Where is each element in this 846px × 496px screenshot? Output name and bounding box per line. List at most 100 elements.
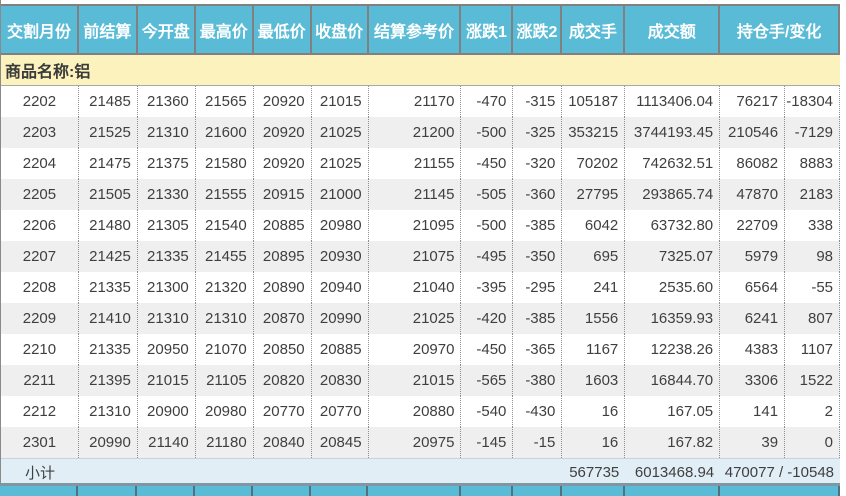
subtotal-spacer (79, 459, 562, 485)
next-header-cell-stub (137, 486, 195, 496)
value-cell: -380 (513, 365, 563, 396)
next-header-cell-stub (625, 486, 720, 496)
product-name-row: 商品名称:铝 (1, 55, 840, 86)
value-cell: 1107 (785, 334, 841, 365)
value-cell: -295 (513, 272, 563, 303)
next-header-cell-stub (195, 486, 253, 496)
value-cell: 21300 (138, 272, 196, 303)
value-cell: 0 (785, 427, 841, 458)
value-cell: 16844.70 (625, 365, 721, 396)
value-cell: -540 (461, 396, 514, 427)
delivery-month-cell: 2210 (1, 334, 79, 365)
value-cell: 21200 (369, 117, 462, 148)
value-cell: -505 (461, 179, 514, 210)
value-cell: 241 (562, 272, 626, 303)
next-header-cell-stub (513, 486, 562, 496)
value-cell: 20915 (254, 179, 312, 210)
value-cell: 20840 (254, 427, 312, 458)
value-cell: 21310 (138, 303, 196, 334)
value-cell: 5979 (720, 241, 786, 272)
value-cell: -365 (513, 334, 563, 365)
value-cell: -430 (513, 396, 563, 427)
value-cell: 20900 (138, 396, 196, 427)
value-cell: 63732.80 (625, 210, 721, 241)
value-cell: 21025 (312, 148, 369, 179)
delivery-month-cell: 2204 (1, 148, 79, 179)
value-cell: 20950 (138, 334, 196, 365)
subtotal-label: 小计 (24, 464, 55, 482)
value-cell: 20930 (312, 241, 369, 272)
value-cell: 2183 (785, 179, 841, 210)
delivery-month-cell: 2203 (1, 117, 79, 148)
value-cell: 167.82 (625, 427, 721, 458)
value-cell: 70202 (562, 148, 626, 179)
value-cell: 1113406.04 (625, 86, 721, 117)
value-cell: 21475 (79, 148, 138, 179)
header-cell: 持仓手/变化 (720, 6, 841, 53)
value-cell: 1603 (562, 365, 626, 396)
value-cell: 21330 (138, 179, 196, 210)
value-cell: 695 (562, 241, 626, 272)
value-cell: 21155 (369, 148, 462, 179)
next-header-cell-stub (461, 486, 513, 496)
table-row: 2209 21410 21310 21310 20870 20990 21025 -420 -3… (1, 303, 841, 334)
delivery-month-cell: 2212 (1, 396, 79, 427)
header-cell: 收盘价 (312, 6, 369, 53)
value-cell: 20990 (79, 427, 138, 458)
delivery-month-cell: 2208 (1, 272, 79, 303)
value-cell: 3306 (720, 365, 786, 396)
delivery-month-cell: 2207 (1, 241, 79, 272)
value-cell: 7325.07 (625, 241, 721, 272)
value-cell: -55 (785, 272, 841, 303)
subtotal-turnover: 6013468.94 (634, 463, 715, 481)
value-cell: 338 (785, 210, 841, 241)
value-cell: 21145 (369, 179, 462, 210)
value-cell: 20990 (312, 303, 369, 334)
right-gutter (840, 0, 846, 496)
value-cell: 21015 (369, 365, 462, 396)
value-cell: 21305 (138, 210, 196, 241)
value-cell: 21335 (138, 241, 196, 272)
subtotal-open-interest-change: 470077 / -10548 (724, 463, 835, 481)
value-cell: 1167 (562, 334, 626, 365)
next-header-cell-stub (253, 486, 311, 496)
table-row: 2212 21310 20900 20980 20770 20770 20880 -540 -4… (1, 396, 841, 427)
value-cell: 21075 (369, 241, 462, 272)
value-cell: 141 (720, 396, 786, 427)
value-cell: 21335 (79, 272, 138, 303)
value-cell: -470 (461, 86, 514, 117)
table-row: 2211 21395 21015 21105 20820 20830 21015 -565 -3… (1, 365, 841, 396)
value-cell: 21540 (196, 210, 254, 241)
value-cell: 21395 (79, 365, 138, 396)
value-cell: 167.05 (625, 396, 721, 427)
value-cell: 21425 (79, 241, 138, 272)
subtotal-volume: 567735 (569, 463, 620, 481)
table-row: 2210 21335 20950 21070 20850 20885 20970 -450 -3… (1, 334, 841, 365)
value-cell: 76217 (720, 86, 786, 117)
value-cell: 20940 (312, 272, 369, 303)
value-cell: -325 (513, 117, 563, 148)
value-cell: -395 (461, 272, 514, 303)
table-row: 2204 21475 21375 21580 20920 21025 21155 -450 -3… (1, 148, 841, 179)
value-cell: 16 (562, 427, 626, 458)
value-cell: 1556 (562, 303, 626, 334)
delivery-month-cell: 2211 (1, 365, 79, 396)
value-cell: 21310 (79, 396, 138, 427)
value-cell: 210546 (720, 117, 786, 148)
table-row: 2301 20990 21140 21180 20840 20845 20975 -145 -1… (1, 427, 841, 458)
subtotal-row: 小计 567735 6013468.94 470077 / -10548 (1, 458, 840, 485)
value-cell: 21000 (312, 179, 369, 210)
value-cell: 6241 (720, 303, 786, 334)
delivery-month-cell: 2301 (1, 427, 79, 458)
value-cell: 3744193.45 (625, 117, 721, 148)
value-cell: -450 (461, 148, 514, 179)
header-cell: 结算参考价 (369, 6, 462, 53)
value-cell: 6564 (720, 272, 786, 303)
value-cell: 20845 (312, 427, 369, 458)
header-row: 交割月份 前结算 今开盘 最高价 最低价 收盘价 结算参考价 涨跌1 涨跌2 成交手 成交额 持仓手/… (1, 6, 841, 55)
value-cell: 21105 (196, 365, 254, 396)
value-cell: -320 (513, 148, 563, 179)
futures-quote-table: 交割月份 前结算 今开盘 最高价 最低价 收盘价 结算参考价 涨跌1 涨跌2 成交手 成交额 持仓手/… (0, 0, 841, 485)
value-cell: 4383 (720, 334, 786, 365)
next-header-cell-stub (368, 486, 461, 496)
